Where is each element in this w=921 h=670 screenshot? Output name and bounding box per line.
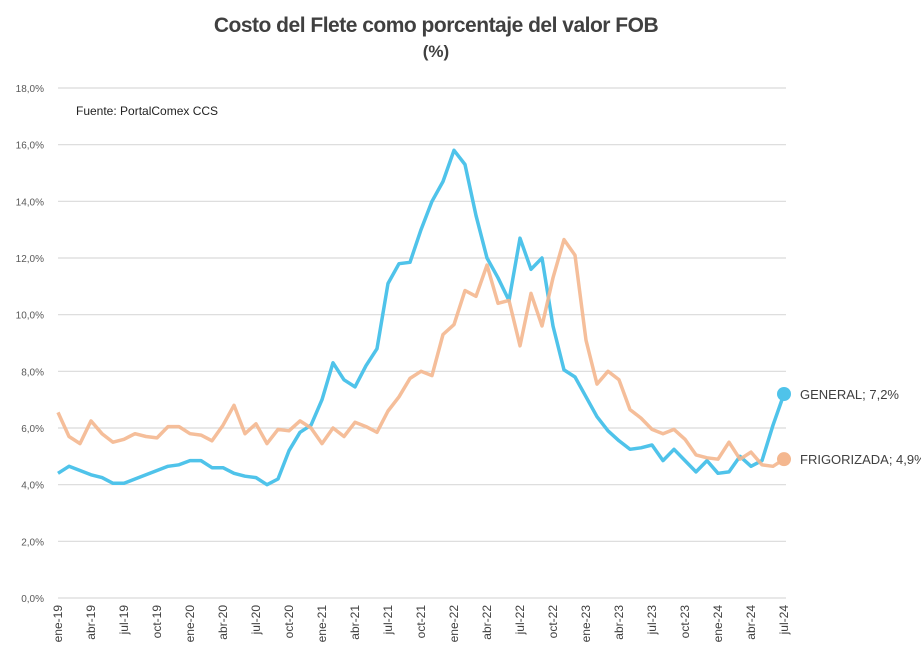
- x-tick-label: oct-22: [546, 605, 560, 639]
- x-tick-label: jul-23: [645, 605, 659, 636]
- y-tick-label: 4,0%: [21, 481, 44, 492]
- end-label-general: GENERAL; 7,2%: [800, 387, 899, 402]
- x-tick-label: jul-21: [381, 605, 395, 636]
- x-tick-label: abr-23: [612, 605, 626, 640]
- x-tick-label: ene-21: [315, 605, 329, 643]
- x-tick-label: jul-19: [117, 605, 131, 636]
- y-tick-label: 0,0%: [21, 594, 44, 605]
- x-tick-label: jul-22: [513, 605, 527, 636]
- end-marker-general: [777, 387, 791, 401]
- x-tick-label: oct-20: [282, 605, 296, 639]
- x-tick-label: abr-20: [216, 605, 230, 640]
- y-tick-label: 2,0%: [21, 537, 44, 548]
- y-tick-label: 16,0%: [16, 141, 44, 152]
- x-tick-label: oct-21: [414, 605, 428, 639]
- x-tick-label: ene-22: [447, 605, 461, 643]
- source-note: Fuente: PortalComex CCS: [76, 104, 218, 118]
- y-tick-label: 14,0%: [16, 197, 44, 208]
- y-tick-label: 8,0%: [21, 367, 44, 378]
- x-tick-label: abr-19: [84, 605, 98, 640]
- x-tick-label: ene-24: [711, 605, 725, 643]
- y-tick-label: 6,0%: [21, 424, 44, 435]
- series-line-general: [57, 148, 786, 487]
- x-tick-label: ene-20: [183, 605, 197, 643]
- chart-title: Costo del Flete como porcentaje del valo…: [213, 14, 659, 37]
- end-marker-frigorizada: [777, 452, 791, 467]
- x-tick-label: ene-19: [51, 605, 65, 643]
- y-tick-label: 18,0%: [16, 84, 44, 95]
- y-tick-label: 10,0%: [16, 311, 44, 322]
- x-tick-label: jul-24: [777, 605, 791, 636]
- end-label-frigorizada: FRIGORIZADA; 4,9%: [800, 452, 921, 467]
- x-tick-label: oct-19: [150, 605, 164, 639]
- x-tick-label: oct-23: [678, 605, 692, 639]
- x-tick-label: abr-24: [744, 605, 758, 640]
- x-tick-label: ene-23: [579, 605, 593, 643]
- series-line-frigorizada: [56, 237, 785, 469]
- x-tick-label: abr-22: [480, 605, 494, 640]
- x-tick-label: jul-20: [249, 605, 263, 636]
- y-tick-label: 12,0%: [16, 254, 44, 265]
- x-tick-label: abr-21: [348, 605, 362, 640]
- chart-subtitle: (%): [422, 42, 450, 61]
